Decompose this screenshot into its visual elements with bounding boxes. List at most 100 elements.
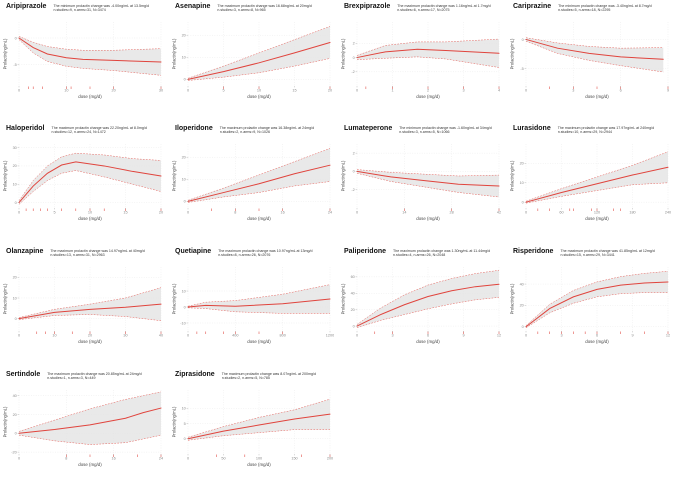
ci-upper-line — [187, 148, 331, 201]
panel-subtitle-line1: The maximum prolactin change was 10.97ng… — [218, 249, 313, 253]
panel-subtitle-line1: The minimum prolactin change was -4.00ng… — [53, 4, 150, 8]
x-tick-label: 100 — [256, 456, 262, 460]
mean-line — [18, 37, 162, 63]
x-axis-label: dose (mg/d) — [416, 94, 440, 99]
y-axis-label: Prolactin(ng/mL) — [172, 38, 177, 69]
x-tick-label: 30 — [123, 333, 127, 337]
y-tick-label: 0 — [353, 324, 355, 328]
x-tick-label: 10 — [257, 88, 261, 92]
panel-title: Quetiapine — [175, 248, 212, 255]
y-tick-label: 0 — [184, 200, 186, 204]
x-tick-label: 400 — [232, 333, 238, 337]
x-tick-label: 16 — [112, 456, 116, 460]
panel-chart-iloperidone: 0 8 16 24 0 10 20 dose (mg/d) Prolactin(ng/mL) — [172, 144, 332, 221]
ci-upper-line — [18, 152, 162, 201]
ci-band — [188, 148, 330, 203]
x-tick-label: 8 — [65, 456, 67, 460]
panel-subtitle: The maximum prolactin change was 20.85ng… — [47, 372, 141, 381]
panel-subtitle-line1: The maximum prolactin change was 8.07ng/… — [221, 372, 317, 376]
y-axis-label: Prolactin(ng/mL) — [172, 283, 177, 314]
x-axis-label: dose (mg/d) — [78, 339, 102, 344]
y-tick-label: 2 — [353, 151, 355, 155]
y-tick-label: 0 — [15, 36, 17, 40]
ci-lower-line — [356, 297, 500, 328]
panel-chart-olanzapine: 0 10 20 30 40 0 10 20 dose (mg/d) Prolactin(ng/mL… — [3, 267, 163, 344]
panel-subtitle: The maximum prolactin change was 22.20ng… — [52, 126, 147, 135]
x-tick-label: 5 — [222, 88, 224, 92]
mean-line — [187, 42, 331, 80]
panel-subtitle: The maximum prolactin change was 14.97ng… — [50, 249, 144, 258]
panel-subtitle: The maximum prolactin change was 10.97ng… — [218, 249, 312, 258]
y-tick-label: 5 — [184, 422, 186, 426]
y-tick-label: 0 — [184, 305, 186, 309]
panel-subtitle-line1: The maximum prolactin change was 1.16ng/… — [397, 4, 491, 8]
mean-line — [525, 166, 669, 203]
x-tick-label: 40 — [159, 333, 163, 337]
x-tick-label: 0 — [18, 210, 20, 214]
panel-chart-lumateperone: 0 14 28 42 -2 0 2 dose (mg/d) Prolactin(ng/mL) — [341, 144, 501, 221]
y-tick-label: 30 — [13, 146, 17, 150]
panel-title: Aripiprazole — [6, 3, 47, 10]
panel-header: Paliperidone The maximum prolactin chang… — [340, 247, 505, 263]
panel-chart-quetiapine: 0 400 800 1200 -10 0 10 dose (mg/d) Prolactin(ng… — [172, 267, 334, 344]
y-axis-label: Prolactin(ng/mL) — [172, 160, 177, 191]
x-tick-label: 6 — [596, 333, 598, 337]
panel-subtitle-line2: n.studies=8, n.arms=26, N=2076 — [218, 253, 271, 258]
y-tick-label: -5 — [520, 67, 523, 71]
y-tick-label: 0 — [522, 325, 524, 329]
panel-sertindole: Sertindole The maximum prolactin change … — [0, 368, 169, 477]
x-axis-label: dose (mg/d) — [78, 94, 102, 99]
y-tick-label: 20 — [182, 156, 186, 160]
mean-line — [18, 303, 162, 320]
panel-header: Quetiapine The maximum prolactin change … — [171, 247, 336, 263]
x-tick-label: 60 — [559, 210, 563, 214]
y-axis-label: Prolactin(ng/mL) — [3, 38, 8, 69]
panel-subtitle-line2: n.studies=13, n.arms=31, N=2963 — [50, 253, 105, 258]
panel-header: Aripiprazole The minimum prolactin chang… — [2, 2, 167, 18]
y-tick-label: 20 — [520, 304, 524, 308]
y-tick-label: 10 — [182, 289, 186, 293]
mean-line — [525, 281, 669, 328]
mean-line — [187, 298, 331, 308]
panel-ziprasidone: Ziprasidone The maximum prolactin change… — [169, 368, 338, 477]
x-tick-label: 15 — [292, 88, 296, 92]
x-tick-label: 0 — [187, 456, 189, 460]
panel-subtitle-line1: The maximum prolactin change was 17.97ng… — [557, 126, 655, 130]
ci-upper-line — [18, 287, 162, 318]
y-axis-label: Prolactin(ng/mL) — [510, 38, 515, 69]
x-tick-label: 150 — [291, 456, 297, 460]
x-tick-label: 15 — [123, 210, 127, 214]
panel-title: Paliperidone — [344, 248, 387, 255]
y-tick-label: 20 — [13, 276, 17, 280]
ci-band — [526, 151, 668, 204]
x-tick-label: 800 — [279, 333, 285, 337]
panel-subtitle-line1: The maximum prolactin change was 1.30ng/… — [393, 249, 491, 253]
y-axis-label: Prolactin(ng/mL) — [3, 406, 8, 437]
panel-title: Lumateperone — [344, 125, 393, 132]
x-tick-label: 20 — [88, 333, 92, 337]
ci-band — [19, 391, 161, 445]
y-axis-label: Prolactin(ng/mL) — [3, 283, 8, 314]
panel-aripiprazole: Aripiprazole The minimum prolactin chang… — [0, 0, 169, 122]
y-tick-label: 0 — [15, 201, 17, 205]
x-tick-label: 0 — [18, 333, 20, 337]
x-tick-label: 120 — [594, 210, 600, 214]
panel-iloperidone: Iloperidone The maximum prolactin change… — [169, 122, 338, 245]
y-tick-label: 0 — [522, 38, 524, 42]
x-tick-label: 50 — [221, 456, 225, 460]
x-tick-label: 14 — [402, 210, 406, 214]
panel-chart-lurasidone: 0 60 120 180 240 0 10 20 dose (mg/d) Prolactin(ng… — [510, 144, 671, 221]
ci-upper-line — [356, 169, 500, 177]
panel-subtitle-line1: The maximum prolactin change was 16.38ng… — [219, 126, 315, 130]
y-tick-label: 40 — [351, 292, 355, 296]
panel-header: Iloperidone The maximum prolactin change… — [171, 124, 336, 140]
panel-subtitle-line2: n.studies=9, n.arms=31, N=3474 — [53, 8, 106, 13]
y-axis-label: Prolactin(ng/mL) — [510, 283, 515, 314]
panel-quetiapine: Quetiapine The maximum prolactin change … — [169, 245, 338, 368]
y-axis-label: Prolactin(ng/mL) — [3, 160, 8, 191]
y-tick-label: 10 — [13, 183, 17, 187]
panel-chart-cariprazine: 0 3 6 9 -5 0 dose (mg/d) Prolactin(ng/mL) — [510, 22, 669, 99]
panel-subtitle-line2: n.studies=4, n.arms=26, N=2048 — [393, 253, 446, 258]
y-tick-label: 0 — [353, 170, 355, 174]
